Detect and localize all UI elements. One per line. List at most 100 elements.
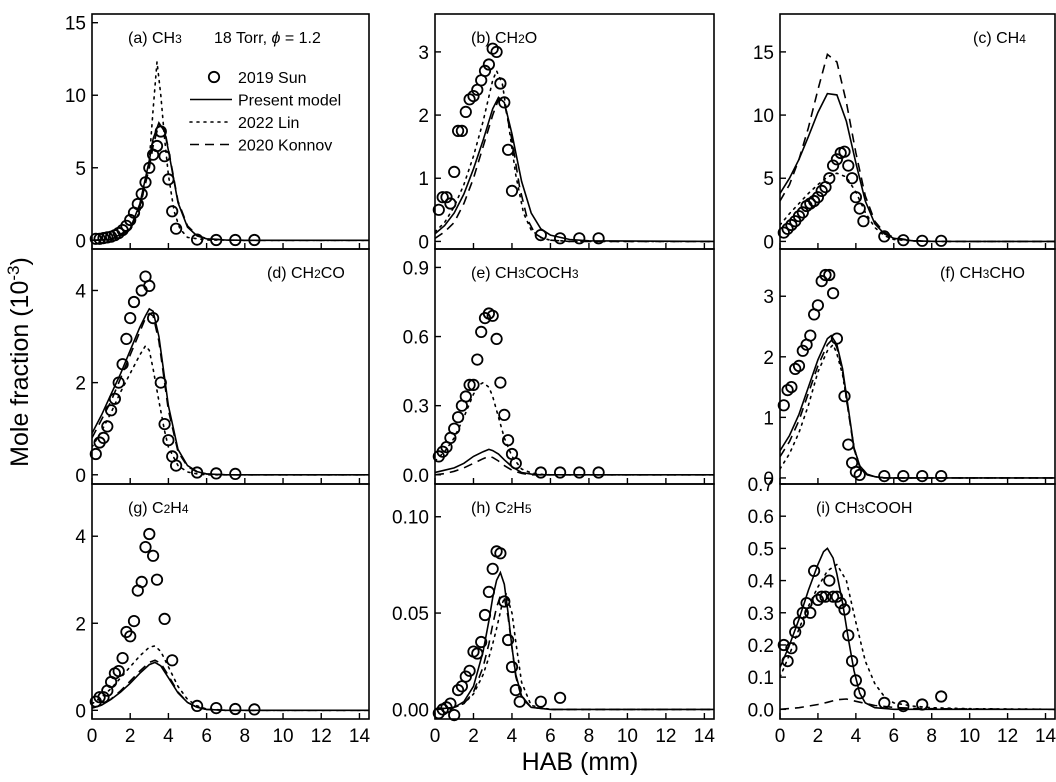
y-tick-label: 2 — [418, 106, 429, 127]
data-point — [120, 332, 133, 345]
data-point — [553, 691, 567, 704]
y-tick-label: 2 — [75, 614, 86, 635]
data-point — [139, 176, 152, 189]
legend-label: 2022 Lin — [238, 115, 299, 132]
panel-a: 0 5 10 15 (a) CH3 18 Torr, ϕ = 1.2 2019 Sun Pre… — [65, 13, 370, 252]
y-tick-label: 0.9 — [403, 258, 429, 279]
data-point — [897, 234, 910, 247]
data-point — [781, 222, 794, 235]
panel-title: (h) C2H5 — [471, 500, 532, 517]
data-point — [143, 279, 156, 292]
plot-frame — [779, 483, 1056, 720]
series-line-present-model — [780, 92, 1055, 243]
data-point — [830, 590, 844, 603]
y-tick-label: 0.10 — [392, 508, 429, 529]
data-point — [804, 606, 817, 619]
data-point — [432, 203, 445, 216]
data-point — [440, 191, 453, 204]
data-point — [229, 702, 242, 716]
x-tick-label: 14 — [1035, 726, 1056, 747]
data-point — [878, 230, 891, 243]
panel-title: (e) CH3COCH3 — [471, 265, 579, 282]
data-point — [490, 45, 503, 59]
x-tick-label: 2 — [125, 726, 136, 747]
x-tick-label: 10 — [272, 726, 293, 747]
y-tick-label: 0.0 — [748, 700, 774, 721]
panel-f: 0 1 2 3 (f) CH3CHO — [763, 248, 1056, 490]
x-tick-label: 4 — [507, 726, 518, 747]
y-tick-label: 1 — [418, 169, 429, 190]
plot-area — [780, 334, 1055, 479]
data-point — [777, 226, 790, 239]
series-line-2020-konnov — [780, 337, 1055, 479]
x-tick-label: 8 — [926, 726, 937, 747]
data-point — [97, 691, 110, 704]
data-point — [108, 392, 122, 405]
data-point — [154, 376, 167, 389]
data-point — [93, 691, 106, 704]
series-line-present-model — [92, 307, 369, 476]
data-point — [853, 202, 866, 215]
data-point — [494, 77, 507, 90]
x-tick-label: 2 — [468, 726, 479, 747]
data-point — [785, 380, 798, 394]
y-tick-label: 0 — [418, 232, 429, 253]
data-point — [826, 590, 840, 603]
data-point — [935, 469, 948, 483]
data-point — [842, 438, 855, 451]
data-point — [482, 585, 495, 599]
y-tick-label: 0.6 — [748, 507, 774, 528]
data-point — [127, 295, 141, 309]
plot-area — [92, 645, 369, 712]
x-tick-label: 14 — [349, 726, 371, 747]
panel-title: (i) CH3COOH — [816, 500, 912, 517]
data-point — [143, 527, 156, 541]
data-point — [592, 466, 605, 479]
data-point — [158, 150, 171, 163]
data-point — [139, 540, 152, 554]
data-point — [592, 232, 605, 245]
plot-area — [780, 53, 1055, 243]
data-point — [478, 608, 492, 622]
data-point — [124, 311, 137, 325]
data-point — [830, 332, 844, 345]
panel-title: (g) C2H4 — [128, 500, 189, 517]
y-tick-label: 15 — [753, 43, 774, 64]
data-point — [534, 695, 547, 708]
data-point — [811, 299, 825, 312]
data-point — [89, 232, 102, 245]
x-tick-label: 12 — [997, 726, 1018, 747]
x-tick-label: 6 — [889, 726, 900, 747]
data-point — [150, 573, 164, 586]
data-point — [849, 674, 863, 687]
panel-title: (d) CH2CO — [267, 265, 345, 282]
data-point — [451, 124, 465, 137]
data-point — [781, 654, 794, 668]
data-point — [498, 595, 511, 608]
data-point — [162, 173, 175, 186]
x-tick-label: 0 — [430, 726, 441, 747]
y-tick-label: 3 — [418, 43, 429, 64]
series-line-2020-konnov — [435, 98, 714, 243]
data-point — [826, 159, 840, 172]
data-point — [463, 664, 476, 677]
data-point — [815, 590, 828, 603]
data-point — [815, 184, 828, 197]
data-point — [853, 687, 866, 700]
data-point — [170, 459, 183, 472]
y-tick-label: 2 — [763, 348, 774, 369]
data-point — [534, 229, 547, 242]
data-point — [191, 233, 204, 246]
plot-frame — [91, 483, 370, 720]
data-point — [166, 654, 179, 667]
y-tick-label: 0.2 — [748, 636, 774, 657]
data-point — [229, 467, 242, 480]
legend-circle-marker — [207, 70, 221, 84]
data-point — [815, 274, 828, 288]
series-line-2022-lin — [435, 68, 714, 243]
data-point — [471, 647, 484, 660]
data-point — [849, 191, 863, 204]
data-point — [826, 287, 840, 300]
data-point — [845, 172, 859, 185]
data-point — [838, 603, 851, 616]
